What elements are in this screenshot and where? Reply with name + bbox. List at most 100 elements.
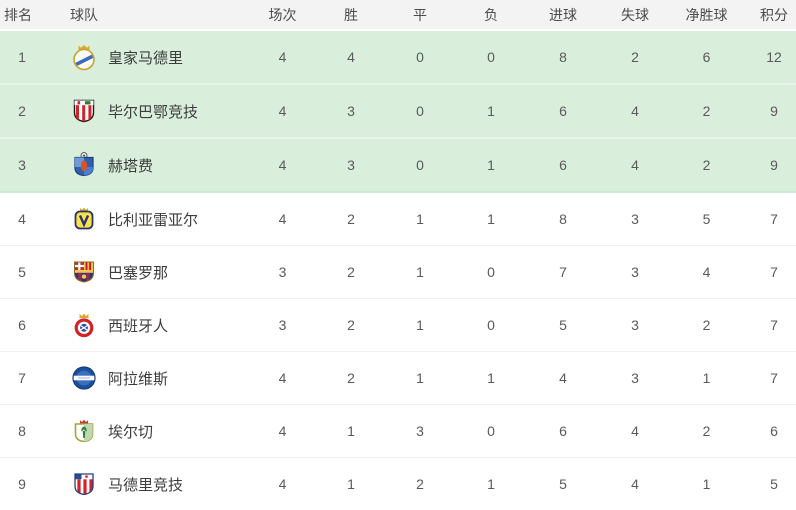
rank-cell: 9 <box>0 458 44 510</box>
goals_against-cell: 2 <box>599 30 671 84</box>
header-row: 排名球队场次胜平负进球失球净胜球积分 <box>0 0 796 30</box>
played-cell: 3 <box>248 299 317 352</box>
column-header-points: 积分 <box>742 0 796 30</box>
espanyol-crest-icon <box>70 311 98 339</box>
goals_for-cell: 8 <box>527 192 599 246</box>
draw-cell: 1 <box>385 246 455 299</box>
played-cell: 4 <box>248 30 317 84</box>
win-cell: 3 <box>317 138 385 192</box>
team-name: 西班牙人 <box>108 315 168 336</box>
goals_for-cell: 8 <box>527 30 599 84</box>
points-cell: 9 <box>742 138 796 192</box>
goal_diff-cell: 2 <box>671 84 742 138</box>
goal_diff-cell: 5 <box>671 192 742 246</box>
goals_for-cell: 6 <box>527 138 599 192</box>
goals_against-cell: 3 <box>599 299 671 352</box>
goals_against-cell: 3 <box>599 192 671 246</box>
team-wrap: 赫塔费 <box>44 139 248 191</box>
goals_against-cell: 4 <box>599 405 671 458</box>
win-cell: 2 <box>317 352 385 405</box>
goal_diff-cell: 2 <box>671 299 742 352</box>
goals_against-cell: 3 <box>599 352 671 405</box>
team-cell: 埃尔切 <box>44 405 248 458</box>
played-cell: 4 <box>248 405 317 458</box>
played-cell: 4 <box>248 352 317 405</box>
column-header-goals_against: 失球 <box>599 0 671 30</box>
goal_diff-cell: 4 <box>671 246 742 299</box>
draw-cell: 1 <box>385 352 455 405</box>
goal_diff-cell: 2 <box>671 405 742 458</box>
rank-cell: 3 <box>0 138 44 192</box>
team-wrap: 比利亚雷亚尔 <box>44 193 248 245</box>
draw-cell: 0 <box>385 30 455 84</box>
points-cell: 7 <box>742 192 796 246</box>
column-header-loss: 负 <box>455 0 527 30</box>
team-wrap: 埃尔切 <box>44 405 248 457</box>
goal_diff-cell: 1 <box>671 458 742 510</box>
rank-cell: 1 <box>0 30 44 84</box>
alaves-crest-icon <box>70 364 98 392</box>
goals_for-cell: 5 <box>527 299 599 352</box>
loss-cell: 1 <box>455 458 527 510</box>
team-wrap: 毕尔巴鄂竞技 <box>44 85 248 137</box>
draw-cell: 2 <box>385 458 455 510</box>
elche-crest-icon <box>70 417 98 445</box>
column-header-team: 球队 <box>44 0 248 30</box>
column-header-played: 场次 <box>248 0 317 30</box>
team-cell: 比利亚雷亚尔 <box>44 192 248 246</box>
team-cell: 毕尔巴鄂竞技 <box>44 84 248 138</box>
column-header-goal_diff: 净胜球 <box>671 0 742 30</box>
loss-cell: 1 <box>455 138 527 192</box>
loss-cell: 1 <box>455 84 527 138</box>
rank-cell: 8 <box>0 405 44 458</box>
goal_diff-cell: 6 <box>671 30 742 84</box>
team-wrap: 马德里竞技 <box>44 458 248 510</box>
draw-cell: 1 <box>385 299 455 352</box>
rank-cell: 5 <box>0 246 44 299</box>
team-wrap: 巴塞罗那 <box>44 246 248 298</box>
atletico-madrid-crest-icon <box>70 470 98 498</box>
win-cell: 1 <box>317 405 385 458</box>
villarreal-crest-icon <box>70 205 98 233</box>
goals_for-cell: 7 <box>527 246 599 299</box>
points-cell: 7 <box>742 352 796 405</box>
goal_diff-cell: 1 <box>671 352 742 405</box>
team-name: 毕尔巴鄂竞技 <box>108 101 198 122</box>
goal_diff-cell: 2 <box>671 138 742 192</box>
goals_against-cell: 4 <box>599 84 671 138</box>
played-cell: 3 <box>248 246 317 299</box>
team-name: 埃尔切 <box>108 421 153 442</box>
team-name: 皇家马德里 <box>108 47 183 68</box>
draw-cell: 1 <box>385 192 455 246</box>
loss-cell: 0 <box>455 299 527 352</box>
team-cell: 赫塔费 <box>44 138 248 192</box>
rank-cell: 7 <box>0 352 44 405</box>
played-cell: 4 <box>248 138 317 192</box>
goals_for-cell: 4 <box>527 352 599 405</box>
win-cell: 1 <box>317 458 385 510</box>
goals_for-cell: 5 <box>527 458 599 510</box>
points-cell: 5 <box>742 458 796 510</box>
win-cell: 3 <box>317 84 385 138</box>
points-cell: 9 <box>742 84 796 138</box>
barcelona-crest-icon <box>70 258 98 286</box>
rank-cell: 4 <box>0 192 44 246</box>
column-header-win: 胜 <box>317 0 385 30</box>
team-name: 赫塔费 <box>108 155 153 176</box>
team-wrap: 阿拉维斯 <box>44 352 248 404</box>
team-cell: 皇家马德里 <box>44 30 248 84</box>
draw-cell: 3 <box>385 405 455 458</box>
athletic-bilbao-crest-icon <box>70 97 98 125</box>
team-name: 比利亚雷亚尔 <box>108 209 198 230</box>
played-cell: 4 <box>248 84 317 138</box>
points-cell: 7 <box>742 299 796 352</box>
